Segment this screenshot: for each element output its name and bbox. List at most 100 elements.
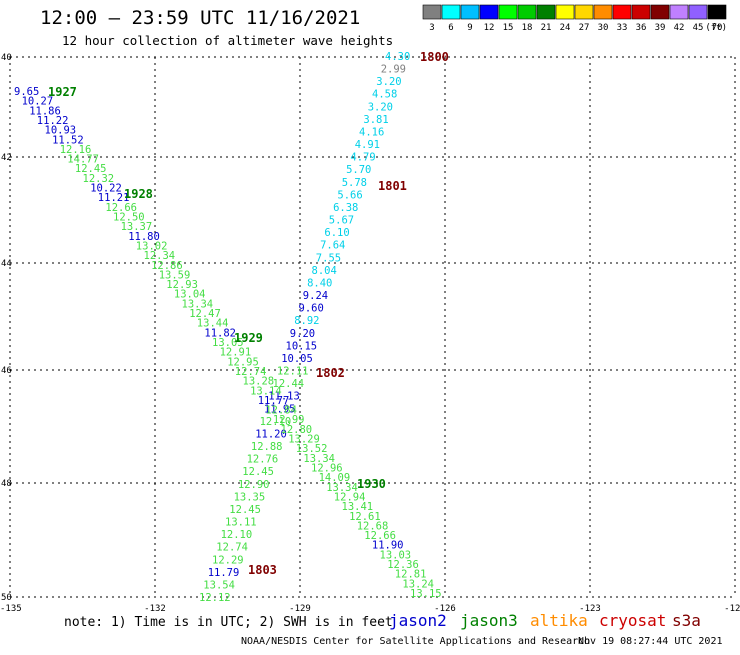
- lon-label--126: -126: [434, 604, 456, 614]
- lon-label--129: -129: [289, 604, 311, 614]
- swh-value: 11.82: [204, 327, 236, 339]
- swh-value: 13.02: [136, 241, 168, 253]
- swh-value: 13.37: [121, 221, 153, 233]
- scale-label-9: 9: [467, 23, 472, 33]
- scale-swatch-18: [517, 4, 537, 20]
- scale-label-12: 12: [484, 23, 495, 33]
- scale-swatch-3: [422, 4, 442, 20]
- footer-credit: NOAA/NESDIS Center for Satellite Applica…: [241, 636, 590, 647]
- time-label-1929: 1929: [234, 331, 263, 345]
- satellite-cryosat: cryosat: [599, 611, 666, 630]
- swh-value: 12.29: [212, 554, 244, 566]
- graticule: [9, 56, 736, 598]
- scale-swatch-36: [631, 4, 651, 20]
- scale-label-3: 3: [429, 23, 434, 33]
- scale-label-24: 24: [560, 23, 571, 33]
- swh-value: 12.81: [395, 569, 427, 581]
- swh-value: 13.34: [326, 482, 358, 494]
- swh-value: 3.81: [363, 114, 388, 126]
- swh-value: 13.54: [203, 579, 235, 591]
- lon-label--120: -120: [724, 604, 740, 614]
- swh-value: 6.10: [324, 227, 349, 239]
- swh-value: 9.20: [290, 328, 315, 340]
- swh-value: 5.66: [337, 189, 362, 201]
- scale-label-33: 33: [617, 23, 628, 33]
- swh-value: 13.24: [402, 578, 434, 590]
- swh-value: 13.28: [243, 376, 275, 388]
- time-label-1930: 1930: [357, 477, 386, 491]
- swh-value: 8.04: [312, 265, 337, 277]
- swh-value: 11.52: [52, 134, 84, 146]
- swh-value: 11.95: [264, 403, 296, 415]
- scale-swatch-6: [441, 4, 461, 20]
- swh-value: 11.90: [372, 540, 404, 552]
- swh-value: 12.74: [235, 366, 267, 378]
- scale-label-18: 18: [522, 23, 533, 33]
- scale-swatch-27: [574, 4, 594, 20]
- footer-timestamp: Nov 19 08:27:44 UTC 2021: [578, 636, 723, 647]
- scale-label-45: 45: [693, 23, 704, 33]
- scale-label-6: 6: [448, 23, 453, 33]
- time-label-1801: 1801: [378, 179, 407, 193]
- swh-value: 12.44: [273, 378, 305, 390]
- swh-value: 12.68: [357, 520, 389, 532]
- swh-value: 9.24: [303, 290, 328, 302]
- swh-value: 12.76: [247, 454, 279, 466]
- time-label-1803: 1803: [248, 563, 277, 577]
- satellite-legend: jason2 jason3 altika cryosat s3a: [389, 611, 701, 630]
- scale-label-36: 36: [636, 23, 647, 33]
- swh-value: 3.20: [368, 101, 393, 113]
- swh-value: 13.34: [303, 453, 335, 465]
- swh-value: 7.55: [316, 252, 341, 264]
- swh-value: 11.79: [208, 567, 240, 579]
- swh-value: 12.95: [227, 356, 259, 368]
- swh-value: 12.88: [251, 441, 283, 453]
- swh-value: 10.22: [90, 183, 122, 195]
- swh-value: 5.67: [329, 215, 354, 227]
- swh-value: 12.66: [364, 530, 396, 542]
- time-label-1802: 1802: [316, 366, 345, 380]
- scale-label-30: 30: [598, 23, 609, 33]
- swh-value: 11.77: [258, 395, 290, 407]
- scale-swatch-9: [460, 4, 480, 20]
- footer-note: note: 1) Time is in UTC; 2) SWH is in fe…: [64, 615, 393, 630]
- map-frame: 40 42 44 46 48 50-135 -132 -129 -126 -123 -120 4.3…: [0, 50, 740, 614]
- swh-value: 13.59: [159, 269, 191, 281]
- swh-value: 9.65: [14, 86, 39, 98]
- scale-swatch-21: [536, 4, 556, 20]
- scale-swatch-33: [612, 4, 632, 20]
- swh-value: 12.61: [349, 511, 381, 523]
- swh-value: 11.86: [29, 105, 61, 117]
- swh-value: 12.47: [189, 308, 221, 320]
- pass-time-labels: 1800 1927 1801 1928 1929 1802 1930 1803: [48, 50, 449, 577]
- swh-value: 13.44: [197, 318, 229, 330]
- swh-value: 12.10: [221, 529, 253, 541]
- swh-value: 13.15: [410, 588, 442, 600]
- time-label-1800: 1800: [420, 50, 449, 64]
- lat-label-40: 40: [1, 53, 12, 63]
- swh-value: 12.86: [151, 260, 183, 272]
- swh-value: 4.79: [350, 152, 375, 164]
- swh-value: 12.36: [387, 559, 419, 571]
- scale-label-39: 39: [655, 23, 666, 33]
- swh-value: 11.20: [255, 428, 287, 440]
- scale-swatch-45: [688, 4, 708, 20]
- swh-value: 13.03: [380, 549, 412, 561]
- scale-swatch-15: [498, 4, 518, 20]
- swh-value: 4.58: [372, 89, 397, 101]
- swh-value: 8.40: [307, 278, 332, 290]
- swh-value: 12.16: [60, 144, 92, 156]
- swh-value: 13.11: [225, 517, 257, 529]
- swh-value: 12.45: [229, 504, 261, 516]
- swh-value: 12.90: [238, 479, 270, 491]
- scale-swatch-30: [593, 4, 613, 20]
- scale-unit: (ft): [705, 23, 727, 33]
- swh-value: 7.64: [320, 240, 345, 252]
- swh-value: 13.14: [250, 385, 282, 397]
- lat-label-50: 50: [1, 593, 12, 603]
- swh-value: 12.94: [334, 492, 366, 504]
- swh-value: 12.91: [220, 347, 252, 359]
- scale-label-15: 15: [503, 23, 514, 33]
- lat-label-46: 46: [1, 366, 12, 376]
- swh-value: 10.27: [22, 96, 54, 108]
